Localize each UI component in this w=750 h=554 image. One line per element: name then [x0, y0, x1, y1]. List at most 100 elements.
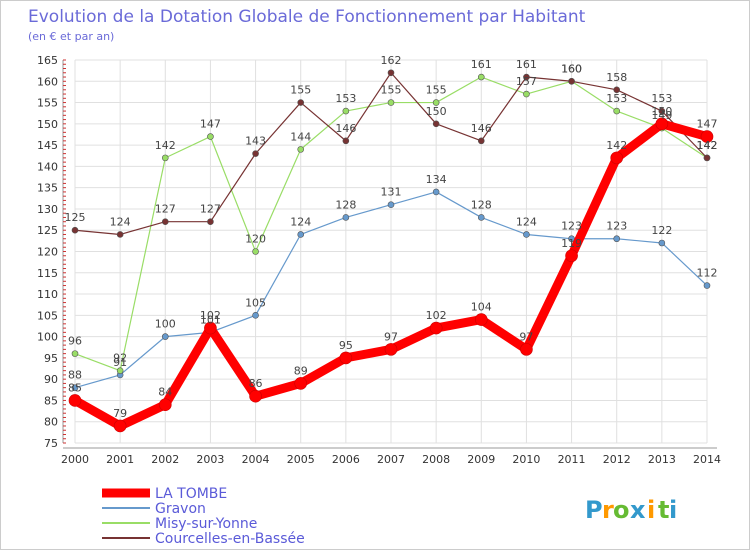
data-label-gravon: 128 [471, 198, 492, 211]
data-point-la-tombe [249, 389, 262, 403]
data-point-gravon [252, 312, 259, 319]
data-point-gravon [523, 231, 530, 238]
data-point-courcelles-en-bassee [161, 218, 169, 226]
data-point-gravon [613, 235, 621, 243]
data-point-misy-sur-yonne [387, 99, 395, 106]
data-label-la-tombe: 85 [68, 381, 82, 394]
data-point-la-tombe [339, 351, 353, 365]
data-label-misy-sur-yonne: 96 [68, 335, 82, 348]
y-tick-label: 155 [37, 97, 58, 110]
data-point-courcelles-en-bassee [116, 231, 124, 238]
data-point-gravon [658, 239, 666, 247]
data-label-courcelles-en-bassee: 160 [561, 62, 582, 75]
data-point-courcelles-en-bassee [432, 120, 440, 128]
data-label-la-tombe: 84 [158, 386, 172, 399]
data-point-misy-sur-yonne [523, 90, 530, 98]
data-point-courcelles-en-bassee [342, 137, 350, 145]
data-label-courcelles-en-bassee: 155 [290, 84, 311, 97]
data-label-la-tombe: 142 [606, 139, 627, 152]
data-label-misy-sur-yonne: 142 [697, 139, 718, 152]
x-tick-label: 2000 [61, 453, 89, 466]
data-point-gravon [387, 201, 395, 208]
x-tick-label: 2006 [332, 453, 360, 466]
series-layer [68, 69, 714, 433]
data-point-gravon [342, 214, 350, 221]
data-label-courcelles-en-bassee: 158 [606, 71, 627, 84]
data-point-misy-sur-yonne [71, 350, 79, 357]
legend: LA TOMBEGravonMisy-sur-YonneCourcelles-e… [102, 486, 305, 547]
legend-item-gravon: Gravon [102, 501, 206, 517]
data-point-la-tombe [565, 249, 578, 263]
data-point-la-tombe [429, 321, 443, 335]
logo-letter: o [613, 496, 630, 524]
data-point-la-tombe [474, 313, 488, 326]
data-label-gravon: 124 [290, 215, 311, 228]
y-tick-label: 160 [37, 75, 58, 88]
x-tick-label: 2007 [377, 453, 405, 466]
logo-letter: x [630, 496, 646, 524]
y-tick-label: 110 [37, 288, 58, 301]
data-label-courcelles-en-bassee: 146 [335, 122, 356, 135]
data-point-courcelles-en-bassee [523, 73, 530, 81]
chart-subtitle: (en € et par an) [28, 30, 114, 43]
data-label-gravon: 122 [651, 224, 672, 237]
data-label-misy-sur-yonne: 144 [290, 130, 311, 143]
y-tick-label: 165 [37, 54, 58, 67]
y-tick-label: 145 [37, 139, 58, 152]
logo-letter: t [658, 496, 669, 524]
y-tick-label: 125 [37, 224, 58, 237]
data-point-misy-sur-yonne [613, 107, 621, 115]
data-label-courcelles-en-bassee: 153 [651, 92, 672, 105]
data-label-gravon: 123 [561, 220, 582, 233]
x-tick-label: 2011 [558, 453, 586, 466]
axis-layer: 75 80 85 90 95 100 105 110 115 120 125 130 135 140 145… [37, 54, 721, 466]
data-point-la-tombe [68, 394, 82, 407]
data-label-misy-sur-yonne: 160 [561, 62, 582, 75]
y-tick-label: 140 [37, 160, 58, 173]
x-tick-label: 2005 [287, 453, 315, 466]
data-label-courcelles-en-bassee: 142 [697, 139, 718, 152]
data-label-la-tombe: 102 [426, 309, 447, 322]
data-label-courcelles-en-bassee: 127 [200, 203, 221, 216]
data-label-misy-sur-yonne: 157 [516, 75, 537, 88]
data-label-layer: 88 91 100 101 105 124 128 131 134 128 124 123 123 122… [65, 54, 718, 420]
data-label-courcelles-en-bassee: 161 [516, 58, 537, 71]
data-point-la-tombe [158, 398, 172, 412]
y-tick-label: 120 [37, 246, 58, 259]
y-tick-label: 130 [37, 203, 58, 216]
data-point-misy-sur-yonne [477, 73, 485, 81]
y-tick-label: 115 [37, 267, 58, 280]
data-point-misy-sur-yonne [207, 133, 214, 140]
data-label-misy-sur-yonne: 147 [200, 118, 221, 131]
data-label-misy-sur-yonne: 155 [381, 84, 402, 97]
data-label-misy-sur-yonne: 142 [155, 139, 176, 152]
data-label-courcelles-en-bassee: 146 [471, 122, 492, 135]
data-label-gravon: 91 [113, 356, 127, 369]
data-point-la-tombe [655, 117, 669, 131]
logo-letter: r [602, 496, 614, 524]
data-label-misy-sur-yonne: 92 [113, 352, 127, 365]
x-tick-label: 2013 [648, 453, 676, 466]
data-label-courcelles-en-bassee: 125 [65, 211, 86, 224]
x-tick-label: 2004 [242, 453, 270, 466]
data-label-courcelles-en-bassee: 150 [426, 105, 447, 118]
data-label-la-tombe: 79 [113, 407, 127, 420]
y-tick-label: 150 [37, 118, 58, 131]
legend-item-la-tombe: LA TOMBE [102, 486, 227, 502]
data-label-gravon: 101 [200, 313, 221, 326]
data-label-misy-sur-yonne: 155 [426, 84, 447, 97]
data-point-misy-sur-yonne [252, 248, 259, 255]
data-label-la-tombe: 102 [200, 309, 221, 322]
y-tick-label: 95 [44, 352, 58, 365]
chart-title: Evolution de la Dotation Globale de Fonc… [28, 7, 586, 27]
x-tick-label: 2001 [106, 453, 134, 466]
data-point-courcelles-en-bassee [613, 86, 621, 94]
y-tick-label: 135 [37, 182, 58, 195]
logo-letter: P [585, 496, 603, 524]
data-point-gravon [71, 384, 79, 391]
data-label-courcelles-en-bassee: 124 [110, 215, 131, 228]
data-label-la-tombe: 150 [651, 105, 672, 118]
data-label-la-tombe: 97 [519, 330, 533, 343]
x-tick-label: 2003 [196, 453, 224, 466]
